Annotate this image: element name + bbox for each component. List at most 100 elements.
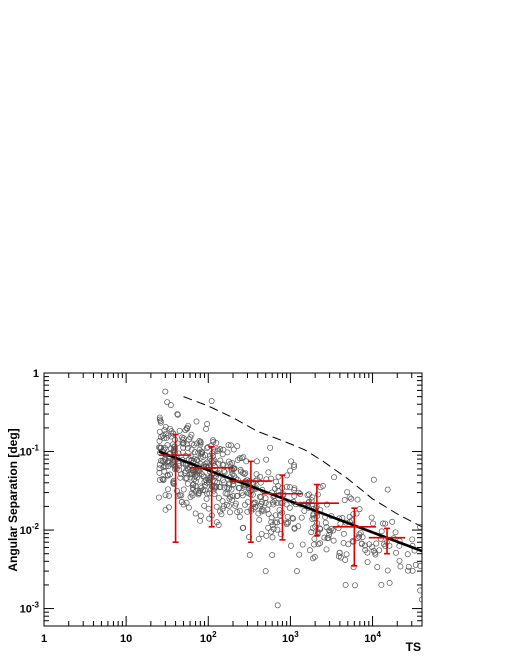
scatter-point <box>373 540 380 547</box>
scatter-point <box>309 525 316 531</box>
scatter-point <box>170 430 177 437</box>
scatter-point <box>330 537 337 544</box>
scatter-point <box>417 562 422 569</box>
scatter-point <box>180 435 187 442</box>
scatter-point <box>173 487 180 494</box>
scatter-point <box>188 446 195 453</box>
scatter-point <box>156 438 163 444</box>
scatter-point <box>234 443 241 450</box>
scatter-point <box>217 457 224 464</box>
x-tick-label: 104 <box>364 630 381 645</box>
scatter-point <box>287 467 294 474</box>
scatter-point <box>215 460 222 467</box>
scatter-point <box>354 496 361 503</box>
scatter-point <box>306 498 313 505</box>
x-tick-label: 102 <box>200 630 217 645</box>
scatter-point <box>156 476 163 483</box>
scatter-point <box>265 511 272 517</box>
scatter-point <box>197 441 204 448</box>
scatter-point <box>323 501 330 508</box>
scatter-point <box>197 438 204 445</box>
scatter-point <box>323 546 330 553</box>
scatter-point <box>159 475 166 482</box>
scatter-point <box>352 582 358 589</box>
binned-errorbars <box>158 433 406 567</box>
scatter-point <box>275 473 282 480</box>
scatter-point <box>174 411 181 418</box>
scatter-point <box>187 453 194 460</box>
scatter-point <box>356 531 363 538</box>
scatter-point <box>191 476 198 483</box>
scatter-point <box>174 411 181 418</box>
scatter-point <box>356 533 362 540</box>
scatter-point <box>306 547 313 554</box>
scatter-point <box>195 449 202 456</box>
scatter-point <box>362 547 369 554</box>
scatter-point <box>213 483 220 490</box>
scatter-point <box>201 502 208 509</box>
scatter-point <box>274 602 281 609</box>
scatter-point <box>378 581 385 588</box>
scatter-point <box>253 458 260 465</box>
scatter-point <box>346 513 353 520</box>
scatter-point <box>309 494 316 501</box>
scatter-point <box>344 489 351 495</box>
scatter-point <box>162 388 169 395</box>
y-tick-label: 10-3 <box>20 601 40 616</box>
scatter-point <box>404 551 411 558</box>
scatter-point <box>230 446 237 453</box>
y-tick-label: 1 <box>33 368 39 380</box>
scatter-point <box>162 506 169 513</box>
scatter-point <box>183 424 190 431</box>
scatter-point <box>295 489 302 496</box>
scatter-point <box>287 484 293 491</box>
scatter-point <box>283 519 290 526</box>
scatter-point <box>221 484 228 491</box>
scatter-point <box>308 529 315 536</box>
scatter-point <box>262 568 269 575</box>
scatter-point <box>382 543 389 550</box>
scatter-point <box>194 456 201 463</box>
scatter-point <box>162 463 169 470</box>
scatter-point <box>234 493 240 500</box>
scatter-point <box>311 541 318 548</box>
scatter-point <box>176 462 183 469</box>
scatter-point <box>185 504 192 511</box>
scatter-point <box>288 458 295 465</box>
scatter-point <box>285 519 292 526</box>
scatter-point <box>184 465 191 471</box>
scatter-point <box>162 424 169 431</box>
scatter-point <box>274 526 281 533</box>
scatter-point <box>240 454 247 461</box>
scatter-point <box>350 538 357 545</box>
scatter-point <box>293 568 300 575</box>
scatter-point <box>317 540 324 547</box>
scatter-point <box>257 479 264 486</box>
y-axis-label: Angular Separation [deg] <box>6 428 20 571</box>
scatter-point <box>208 398 215 404</box>
scatter-point <box>362 542 368 549</box>
scatter-point <box>358 540 365 547</box>
scatter-point <box>236 455 243 462</box>
scatter-point <box>274 519 281 526</box>
scatter-point <box>304 492 311 499</box>
scatter-point <box>317 484 324 491</box>
scatter-point <box>221 469 228 476</box>
scatter-point <box>194 468 201 475</box>
scatter-point <box>405 567 411 574</box>
scatter-point <box>198 484 205 491</box>
scatter-point <box>187 494 194 500</box>
scatter-point <box>380 520 386 527</box>
scatter-point <box>372 551 379 558</box>
scatter-point <box>260 507 267 514</box>
scatter-point <box>295 523 302 530</box>
scatter-point <box>227 509 233 516</box>
scatter-point <box>265 501 272 508</box>
scatter-point <box>272 478 279 485</box>
scatter-point <box>155 494 162 501</box>
scatter-point <box>314 491 321 498</box>
scatter-point <box>368 514 375 521</box>
scatter-point <box>283 483 290 490</box>
scatter-point <box>184 445 191 452</box>
